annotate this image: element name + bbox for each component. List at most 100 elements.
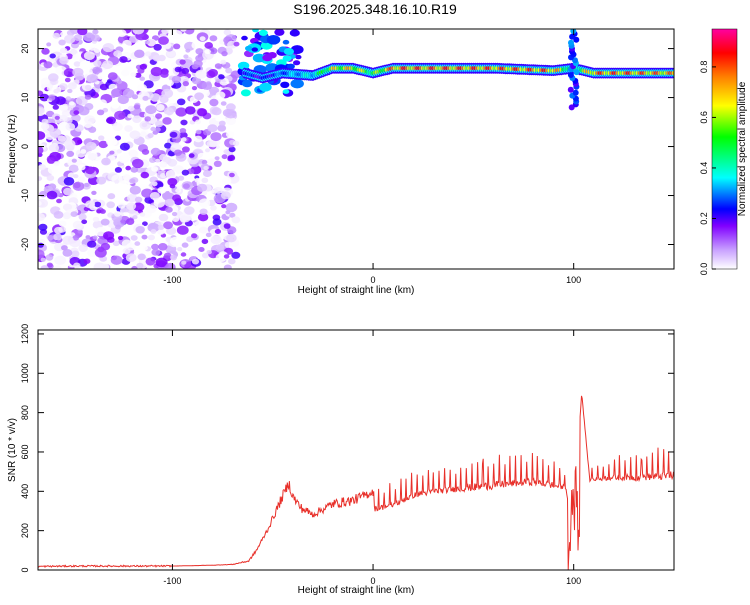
noise-blob [202,89,209,95]
ridge-blob [237,61,250,70]
noise-blob [115,224,122,230]
noise-blob [132,215,138,220]
noise-blob [223,264,232,269]
noise-blob [130,235,138,241]
noise-blob [113,50,122,58]
noise-blob [131,265,138,269]
noise-blob [83,51,95,61]
noise-blob [147,234,155,241]
spike-blob [567,86,574,93]
noise-blob [180,119,188,126]
noise-blob [125,253,137,262]
noise-blob [174,149,182,156]
noise-blob [204,49,211,55]
noise-blob [63,68,75,78]
snr-y-ticks: 0 200 400 600 800 1000 1200 [20,324,674,573]
noise-blob [122,88,135,99]
noise-blob [114,167,122,173]
noise-blob [226,233,237,243]
noise-blob [171,211,178,217]
noise-blob [81,82,93,92]
noise-blob [54,226,63,234]
noise-blob [171,75,182,84]
noise-blob [199,226,208,234]
noise-blob [194,177,201,183]
noise-blob [201,177,209,183]
noise-blob [85,200,96,209]
noise-blob [186,236,194,243]
y-tick-label: 10 [20,93,30,103]
noise-blob [120,152,130,161]
noise-blob [86,74,98,84]
noise-blob [92,235,98,240]
spectrogram-x-ticks: -100 0 100 [163,29,581,285]
noise-blob [48,73,59,82]
noise-blob [78,244,88,253]
noise-blob [52,104,59,110]
noise-blob [58,83,68,91]
noise-blob [77,29,88,36]
noise-blob [205,232,212,238]
ridge-blob [252,29,259,33]
noise-blob [179,213,191,223]
noise-blob [98,99,107,106]
noise-blob [220,191,231,200]
noise-blob [49,53,56,59]
noise-blob [70,211,78,218]
noise-blob [214,156,220,161]
ridge-blob [283,48,294,55]
noise-blob [125,218,135,226]
noise-blob [231,251,241,259]
noise-blob [73,34,83,41]
noise-blob [182,183,190,189]
ridge-blob [245,45,253,52]
chart-title: S196.2025.348.16.10.R19 [293,1,457,17]
ridge-blob [241,79,253,88]
noise-blob [47,165,59,175]
y-tick-label: 0 [20,144,30,149]
noise-blob [72,67,84,77]
y-tick-label: 600 [20,444,30,459]
noise-blob [227,226,237,234]
noise-blob [137,253,146,261]
noise-blob [121,69,130,77]
noise-blob [222,177,232,185]
snr-frame [37,329,675,571]
noise-blob [122,247,131,255]
noise-blob [169,236,182,246]
noise-blob [150,93,161,102]
noise-blob [133,202,145,212]
noise-blob [191,258,200,265]
colorbar-tick-label: 0.8 [699,61,709,74]
noise-blob [195,48,204,55]
noise-blob [151,166,159,172]
noise-blob [84,182,90,188]
noise-blob [100,218,110,226]
noise-blob [57,135,66,142]
noise-blob [223,223,231,229]
noise-blob [223,29,231,36]
noise-blob [122,174,131,181]
noise-blob [93,262,106,269]
noise-blob [157,229,165,235]
noise-blob [135,226,145,234]
noise-blob [68,164,79,173]
noise-blob [99,209,106,214]
noise-blob [149,157,156,163]
noise-blob [170,254,177,261]
noise-blob [46,190,58,200]
noise-blob [141,148,150,155]
noise-blob [139,76,145,81]
noise-blob [205,148,210,153]
noise-blob [165,169,177,179]
noise-blob [87,240,97,248]
noise-blob [75,91,83,97]
noise-blob [60,31,66,37]
noise-blob [54,265,62,269]
noise-blob [38,242,44,248]
y-tick-label: 1000 [20,363,30,383]
noise-blob [197,213,209,222]
noise-blob [38,249,45,259]
noise-blob [214,186,223,194]
noise-blob [162,191,175,201]
